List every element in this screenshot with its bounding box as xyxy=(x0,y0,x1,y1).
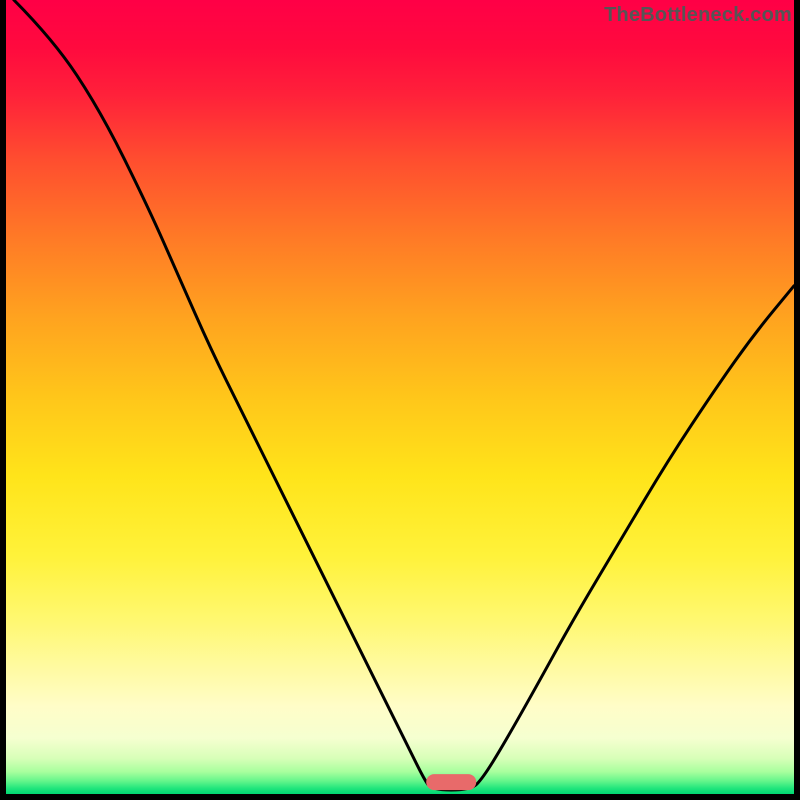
frame-bottom xyxy=(0,794,800,800)
gradient-background xyxy=(6,0,794,794)
chart-container: TheBottleneck.com xyxy=(0,0,800,800)
watermark-text: TheBottleneck.com xyxy=(604,4,792,27)
optimal-marker xyxy=(426,774,476,790)
frame-right xyxy=(794,0,800,800)
bottleneck-chart xyxy=(0,0,800,800)
frame-left xyxy=(0,0,6,800)
